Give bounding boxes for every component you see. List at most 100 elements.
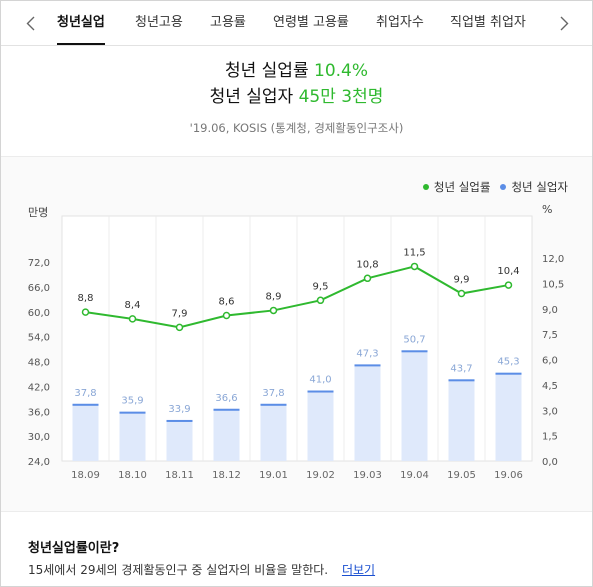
bar [354, 364, 381, 461]
bar [448, 379, 475, 461]
chevron-left-icon [26, 16, 34, 30]
x-tick-label: 19.03 [353, 470, 382, 481]
bar-top [495, 372, 522, 375]
x-tick-label: 18.09 [71, 470, 100, 481]
rate-value-label: 10,4 [497, 266, 519, 277]
left-tick-label: 30,0 [28, 432, 50, 443]
x-tick-label: 19.01 [259, 470, 288, 481]
bar [119, 411, 146, 461]
rate-point [175, 323, 184, 332]
legend-dot-icon [422, 184, 429, 190]
rate-point [222, 311, 231, 320]
rate-headline: 청년 실업률 10.4% [0, 58, 593, 84]
bar [495, 372, 522, 461]
bar-value-label: 45,3 [497, 357, 519, 368]
left-tick-label: 36,0 [28, 407, 50, 418]
tab-0[interactable]: 청년실업 [57, 1, 105, 45]
chart-legend: 청년 실업률 청년 실업자 [422, 179, 568, 195]
rate-line [85, 265, 509, 329]
x-tick-label: 19.02 [306, 470, 335, 481]
definition-text-row: 15세에서 29세의 경제활동인구 중 실업자의 비율을 말한다. 더보기 [28, 561, 375, 578]
right-tick-label: 10,5 [542, 279, 564, 290]
rate-point [128, 315, 137, 323]
bar-top [119, 411, 146, 414]
tab-4[interactable]: 취업자수 [376, 1, 424, 45]
bar-top [448, 379, 475, 382]
bar-top [166, 419, 193, 422]
tab-1[interactable]: 청년고용 [135, 1, 183, 45]
legend-item-count: 청년 실업자 [500, 179, 568, 195]
bar-top [307, 390, 334, 393]
more-link[interactable]: 더보기 [341, 563, 376, 577]
count-label: 청년 실업자 [209, 87, 294, 107]
x-tick-label: 19.05 [447, 470, 476, 481]
left-tick-label: 24,0 [28, 457, 50, 468]
definition-title: 청년실업률이란? [28, 541, 120, 556]
tab-prev-button[interactable] [15, 1, 45, 45]
rate-point [504, 281, 513, 289]
bar [307, 390, 334, 461]
tab-label: 고용률 [210, 15, 246, 30]
right-axis-title: % [542, 203, 552, 216]
rate-value-label: 8,9 [266, 291, 282, 302]
right-tick-label: 12,0 [542, 254, 564, 265]
headline: 청년 실업률 10.4% 청년 실업자 45만 3천명 [0, 58, 593, 110]
bar-top [354, 364, 381, 367]
rate-point [316, 296, 325, 305]
tab-bar: 청년실업 청년고용 고용률 연령별 고용률 취업자수 직업별 취업자 [1, 1, 592, 46]
tab-next-button[interactable] [549, 1, 579, 45]
bar [213, 408, 240, 461]
rate-value-label: 7,9 [172, 308, 188, 319]
rate-point [363, 274, 372, 283]
left-tick-label: 42,0 [28, 382, 50, 393]
bar-top [260, 403, 287, 406]
x-tick-label: 18.10 [118, 470, 147, 481]
bar-top [213, 408, 240, 411]
left-tick-label: 72,0 [28, 258, 50, 269]
bar-value-label: 33,9 [168, 404, 190, 415]
tab-3[interactable]: 연령별 고용률 [273, 1, 349, 45]
rate-point [410, 262, 419, 271]
chevron-right-icon [560, 16, 568, 30]
legend-item-rate: 청년 실업률 [422, 179, 491, 195]
bar [401, 350, 428, 461]
rate-point [457, 289, 466, 298]
x-tick-label: 19.06 [494, 470, 523, 481]
legend-dot-icon [500, 184, 507, 190]
rate-point [269, 306, 278, 315]
right-tick-label: 6,0 [542, 356, 558, 367]
left-tick-label: 48,0 [28, 358, 50, 369]
tab-label: 연령별 고용률 [273, 15, 349, 30]
rate-value-label: 10,8 [356, 259, 378, 270]
bar-value-label: 37,8 [74, 388, 96, 399]
rate-value-label: 8,8 [78, 293, 94, 304]
rate-value-label: 9,9 [454, 275, 470, 286]
tab-2[interactable]: 고용률 [210, 1, 246, 45]
rate-label: 청년 실업률 [224, 61, 309, 81]
bar [260, 403, 287, 461]
bar-value-label: 41,0 [309, 375, 331, 386]
left-axis-title: 만명 [28, 206, 48, 219]
combo-chart: 만명 % 24,0 30,0 36,0 42,0 48,0 54,0 60,0 66,0 72,0 0… [28, 203, 565, 481]
legend-count-label: 청년 실업자 [511, 180, 568, 194]
tab-label: 취업자수 [376, 15, 424, 30]
bar-value-label: 36,6 [215, 393, 237, 404]
right-tick-label: 3,0 [542, 406, 558, 417]
right-tick-label: 1,5 [542, 432, 558, 443]
bar-value-label: 47,3 [356, 348, 378, 359]
right-tick-label: 9,0 [542, 305, 558, 316]
x-tick-label: 19.04 [400, 470, 429, 481]
left-tick-label: 54,0 [28, 333, 50, 344]
left-tick-label: 60,0 [28, 308, 50, 319]
bar-top [72, 403, 99, 406]
bar [166, 419, 193, 461]
tab-label: 청년고용 [135, 15, 183, 30]
tab-5[interactable]: 직업별 취업자 [450, 1, 526, 45]
tab-label: 청년실업 [57, 15, 105, 30]
tab-label: 직업별 취업자 [450, 15, 526, 30]
left-tick-label: 66,0 [28, 283, 50, 294]
rate-point [81, 308, 90, 316]
bar [72, 403, 99, 461]
rate-value-label: 11,5 [403, 247, 425, 258]
legend-rate-label: 청년 실업률 [433, 180, 491, 194]
